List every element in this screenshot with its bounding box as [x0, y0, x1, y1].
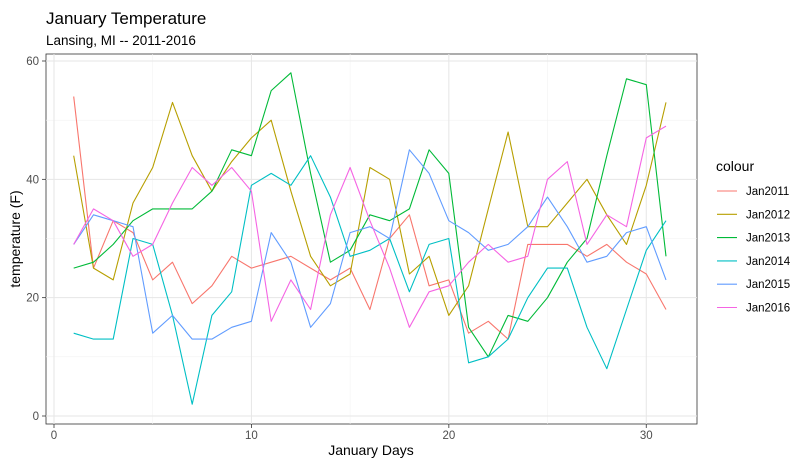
y-tick-label: 0: [33, 411, 39, 423]
y-axis-title: temperature (F): [7, 190, 23, 287]
legend: colour Jan2011Jan2012Jan2013Jan2014Jan20…: [716, 158, 791, 315]
series-line-jan2015: [73, 149, 667, 340]
series-lines: [73, 72, 667, 405]
y-axis-ticks: 0 20 40 60: [26, 56, 46, 423]
x-tick-label: 20: [442, 430, 455, 442]
x-tick-label: 10: [245, 430, 258, 442]
y-tick-label: 40: [26, 174, 39, 186]
legend-item-jan2015: Jan2015: [717, 279, 790, 291]
legend-item-jan2013: Jan2013: [717, 233, 790, 245]
series-line-jan2016: [73, 125, 667, 328]
legend-label: Jan2011: [746, 186, 789, 198]
legend-item-jan2011: Jan2011: [717, 186, 789, 198]
series-line-jan2011: [73, 96, 667, 340]
series-line-jan2012: [73, 101, 667, 316]
plot-panel: [45, 53, 698, 425]
legend-label: Jan2013: [746, 233, 790, 245]
chart-title: January Temperature: [46, 9, 206, 28]
legend-item-jan2012: Jan2012: [717, 209, 790, 221]
legend-item-jan2014: Jan2014: [717, 256, 791, 268]
x-tick-label: 0: [51, 430, 57, 442]
x-tick-label: 30: [640, 430, 653, 442]
legend-label: Jan2015: [746, 279, 790, 291]
legend-label: Jan2012: [746, 209, 790, 221]
x-axis-ticks: 0 10 20 30: [51, 424, 653, 442]
y-tick-label: 20: [26, 293, 39, 305]
y-tick-label: 60: [26, 56, 39, 68]
legend-label: Jan2016: [746, 303, 790, 315]
legend-item-jan2016: Jan2016: [717, 303, 790, 315]
chart-subtitle: Lansing, MI -- 2011-2016: [46, 33, 196, 48]
legend-label: Jan2014: [746, 256, 791, 268]
series-line-jan2013: [73, 72, 667, 358]
legend-items: Jan2011 Jan2012 Jan2013 Jan2014 Jan2015 Jan20…: [717, 186, 791, 315]
legend-title: colour: [716, 158, 754, 174]
x-axis-title: January Days: [328, 442, 414, 458]
